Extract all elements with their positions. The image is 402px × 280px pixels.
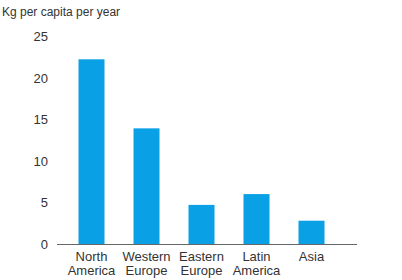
bar <box>299 221 325 244</box>
y-tick-label: 0 <box>41 237 48 252</box>
y-tick-label: 20 <box>34 71 48 86</box>
bar <box>244 194 270 244</box>
x-tick-label: EasternEurope <box>179 249 224 278</box>
chart: Kg per capita per year 0 5 10 15 20 25 NorthAme… <box>0 0 402 280</box>
y-tick-label: 15 <box>34 112 48 127</box>
y-tick-label: 5 <box>41 195 48 210</box>
bar <box>134 128 160 244</box>
baseline <box>57 244 357 245</box>
x-tick-label: WesternEurope <box>122 249 170 278</box>
bars <box>79 59 325 244</box>
bar <box>189 205 215 244</box>
chart-container: Kg per capita per year 0 5 10 15 20 25 NorthAme… <box>0 0 402 280</box>
y-tick-label: 10 <box>34 154 48 169</box>
y-tick-label: 25 <box>34 29 48 44</box>
x-tick-label: NorthAmerica <box>68 249 116 278</box>
axis-title: Kg per capita per year <box>2 5 120 19</box>
bar <box>79 59 105 244</box>
x-tick-label: Asia <box>299 249 325 264</box>
x-tick-label: LatinAmerica <box>233 249 281 278</box>
